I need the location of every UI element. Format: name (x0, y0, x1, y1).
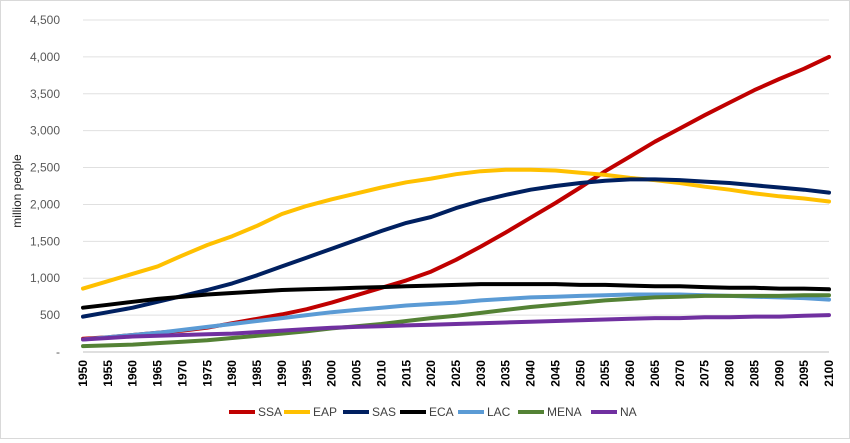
series-line-na (81, 313, 831, 342)
x-tick-label: 2065 (648, 360, 662, 387)
series-line-eca (81, 282, 831, 310)
x-tick-label: 1965 (151, 360, 165, 387)
y-tick-label: 4,000 (30, 50, 60, 64)
y-tick-label: 1,500 (30, 234, 60, 248)
legend-label-na: NA (620, 405, 637, 419)
x-tick-label: 2020 (424, 360, 438, 387)
series-line-mena (81, 293, 831, 349)
x-tick-label: 1995 (300, 360, 314, 387)
x-tick-label: 1985 (250, 360, 264, 387)
x-tick-label: 2070 (673, 360, 687, 387)
x-tick-label: 2090 (772, 360, 786, 387)
x-tick-label: 2035 (499, 360, 513, 387)
x-tick-label: 1950 (76, 360, 90, 387)
series-lines (81, 54, 831, 349)
x-tick-label: 2050 (573, 360, 587, 387)
legend-label-eap: EAP (313, 405, 337, 419)
x-tick-label: 2100 (822, 360, 836, 387)
legend-label-lac: LAC (487, 405, 511, 419)
x-tick-label: 1960 (126, 360, 140, 387)
legend-label-mena: MENA (547, 405, 582, 419)
x-tick-label: 2085 (747, 360, 761, 387)
x-tick-label: 2095 (797, 360, 811, 387)
x-tick-label: 2015 (399, 360, 413, 387)
legend: SSA EAP SAS ECA LAC MENA NA (229, 405, 637, 419)
y-tick-label: 3,000 (30, 124, 60, 138)
x-tick-label: 1955 (101, 360, 115, 387)
x-tick-label: 2045 (548, 360, 562, 387)
y-tick-label: - (56, 345, 60, 359)
x-tick-label: 2000 (325, 360, 339, 387)
x-tick-label: 2010 (374, 360, 388, 387)
y-tick-label: 3,500 (30, 87, 60, 101)
x-tick-label: 2075 (698, 360, 712, 387)
x-tick-label: 1975 (200, 360, 214, 387)
x-tick-label: 1990 (275, 360, 289, 387)
x-tick-label: 2080 (723, 360, 737, 387)
y-tick-label: 2,500 (30, 161, 60, 175)
y-axis-label: million people (10, 154, 24, 228)
x-tick-label: 2030 (474, 360, 488, 387)
legend-label-eca: ECA (429, 405, 454, 419)
x-tick-label: 2005 (350, 360, 364, 387)
gridlines (83, 19, 829, 353)
y-tick-label: 500 (40, 308, 60, 322)
y-tick-label: 2,000 (30, 197, 60, 211)
x-tick-label: 2055 (598, 360, 612, 387)
x-tick-label: 2040 (524, 360, 538, 387)
x-tick-label: 2060 (623, 360, 637, 387)
x-tick-label: 1980 (225, 360, 239, 387)
x-tick-label: 1970 (175, 360, 189, 387)
x-tick-label: 2025 (449, 360, 463, 387)
legend-label-ssa: SSA (258, 405, 282, 419)
x-axis: 1950 1955 1960 1965 1970 1975 1980 1985 1990 1995… (76, 360, 836, 387)
legend-label-sas: SAS (372, 405, 396, 419)
y-tick-label: 1,000 (30, 271, 60, 285)
series-line-sas (81, 177, 831, 319)
series-line-eap (81, 167, 831, 291)
y-tick-label: 4,500 (30, 13, 60, 27)
y-axis: - 500 1,000 1,500 2,000 2,500 3,000 3,500 4,000 4… (30, 13, 60, 359)
